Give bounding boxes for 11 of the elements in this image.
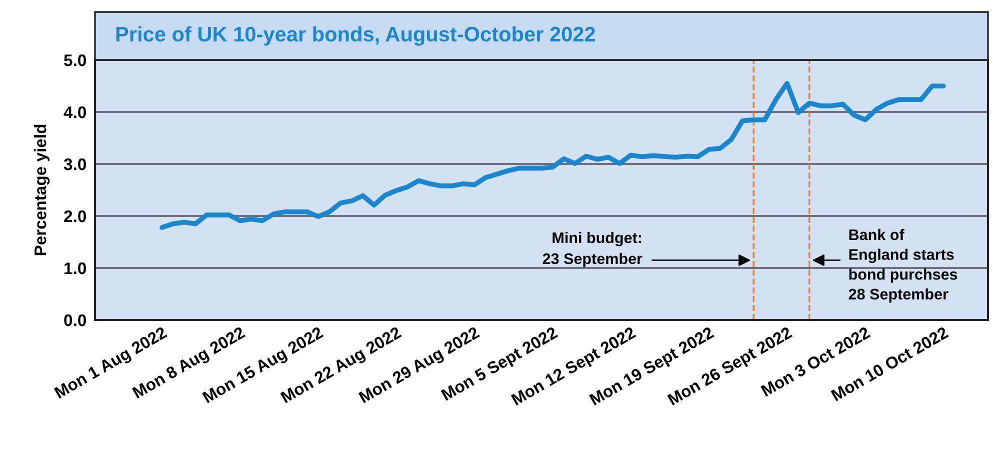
y-tick-label: 5.0 (64, 54, 86, 66)
y-tick-label: 4.0 (64, 106, 86, 118)
ref-line-label: Mini budget: 23 September (542, 232, 642, 268)
ref-line-label: Bank of England starts bond purchses 28 September (848, 228, 958, 303)
chart-title: Price of UK 10-year bonds, August-October 2022 (116, 26, 595, 46)
y-tick-label: 3.0 (64, 158, 86, 170)
y-tick-label: 1.0 (64, 262, 86, 274)
y-tick-label: 2.0 (64, 210, 86, 222)
line-series (160, 80, 946, 230)
y-axis-title: Percentage yield (34, 124, 50, 256)
y-tick-label: 0.0 (64, 314, 86, 326)
